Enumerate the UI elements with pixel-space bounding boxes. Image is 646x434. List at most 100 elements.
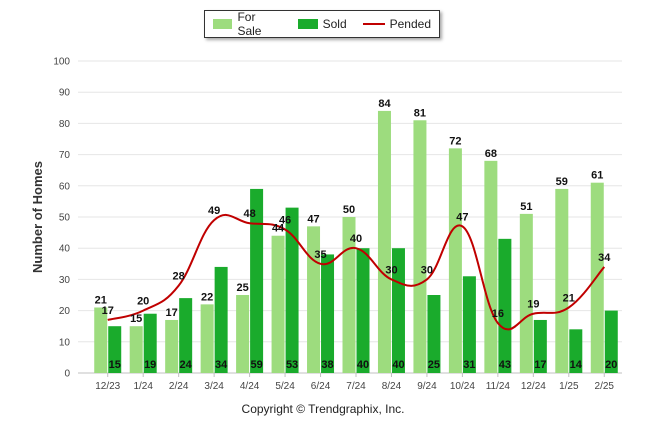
bar-sold	[391, 248, 405, 373]
x-tick-label: 12/23	[95, 381, 120, 392]
data-label-for-sale: 59	[556, 176, 568, 188]
x-tick-label: 1/24	[133, 381, 153, 392]
y-tick-label: 90	[59, 88, 71, 99]
data-label-sold: 24	[180, 359, 193, 371]
data-label-sold: 43	[499, 359, 511, 371]
data-label-sold: 17	[534, 359, 546, 371]
data-label-for-sale: 25	[236, 282, 248, 294]
data-label-pended: 21	[563, 292, 575, 304]
bar-for-sale	[448, 148, 462, 373]
bar-sold	[604, 310, 618, 373]
data-label-pended: 34	[598, 252, 611, 264]
legend-item-for-sale[interactable]: For Sale	[213, 10, 282, 38]
x-tick-label: 11/24	[486, 381, 511, 392]
x-tick-label: 1/25	[559, 381, 579, 392]
data-label-for-sale: 22	[201, 291, 213, 303]
x-tick-label: 6/24	[311, 381, 331, 392]
data-label-pended: 47	[456, 211, 468, 223]
bar-for-sale	[590, 182, 604, 373]
data-label-sold: 14	[570, 359, 583, 371]
x-tick-label: 7/24	[346, 381, 366, 392]
data-label-for-sale: 68	[485, 148, 497, 160]
data-label-pended: 17	[102, 305, 114, 317]
bar-sold	[108, 326, 122, 373]
x-tick-label: 5/24	[275, 381, 295, 392]
data-label-sold: 53	[286, 359, 298, 371]
data-label-pended: 20	[137, 296, 149, 308]
bar-sold	[285, 207, 299, 373]
bar-for-sale	[236, 295, 250, 373]
bar-for-sale	[200, 304, 214, 373]
bar-for-sale	[555, 188, 569, 373]
bar-for-sale	[165, 319, 179, 373]
bar-sold	[462, 276, 476, 373]
data-label-pended: 30	[385, 264, 397, 276]
data-label-for-sale: 72	[449, 135, 461, 147]
y-tick-label: 70	[59, 150, 71, 161]
data-label-sold: 31	[463, 359, 475, 371]
x-tick-label: 8/24	[382, 381, 402, 392]
bar-for-sale	[413, 120, 427, 373]
data-label-pended: 40	[350, 233, 362, 245]
bar-sold	[498, 238, 512, 373]
legend-swatch-sold	[297, 19, 318, 29]
data-label-pended: 49	[208, 205, 220, 217]
data-label-pended: 28	[173, 271, 185, 283]
data-label-pended: 48	[243, 208, 255, 220]
y-tick-label: 60	[59, 181, 71, 192]
bar-for-sale	[94, 307, 108, 373]
bar-sold	[250, 188, 264, 373]
copyright-footer: Copyright © Trendgraphix, Inc.	[241, 402, 405, 416]
pended-line-group	[107, 214, 606, 331]
legend-item-pended[interactable]: Pended	[362, 17, 431, 31]
bar-for-sale	[484, 160, 498, 373]
legend-label-pended: Pended	[389, 17, 431, 31]
bar-for-sale	[519, 213, 533, 373]
legend-label-for-sale: For Sale	[237, 10, 262, 38]
data-label-pended: 30	[421, 264, 433, 276]
bar-for-sale	[129, 326, 143, 373]
x-tick-label: 10/24	[450, 381, 475, 392]
data-label-sold: 25	[428, 359, 440, 371]
y-tick-label: 80	[59, 119, 71, 130]
x-tick-label: 9/24	[417, 381, 437, 392]
y-tick-label: 0	[64, 369, 70, 380]
data-label-sold: 38	[321, 359, 333, 371]
data-label-pended: 19	[527, 299, 539, 311]
data-label-for-sale: 84	[378, 98, 391, 110]
data-labels: 21 15 15 19 17 24 22 34 25 59 44 53 47 38 50 40 84 40 81 25…	[95, 98, 618, 371]
y-tick-label: 100	[53, 57, 70, 68]
bar-sold	[427, 295, 441, 373]
y-tick-label: 50	[59, 213, 71, 224]
data-label-for-sale: 51	[520, 201, 532, 213]
bar-sold	[321, 254, 335, 373]
bar-sold	[356, 248, 370, 373]
legend-swatch-for-sale	[213, 19, 233, 29]
data-label-sold: 15	[109, 359, 121, 371]
bar-for-sale	[271, 235, 285, 373]
x-tick-label: 12/24	[521, 381, 546, 392]
data-label-for-sale: 15	[130, 313, 142, 325]
data-label-sold: 59	[250, 359, 262, 371]
data-label-for-sale: 44	[272, 223, 285, 235]
bar-sold	[214, 266, 228, 373]
legend-label-sold: Sold	[322, 17, 347, 31]
bar-sold	[569, 329, 583, 373]
y-tick-label: 40	[59, 244, 71, 255]
data-label-for-sale: 17	[166, 307, 178, 319]
bar-for-sale	[377, 110, 391, 374]
x-tick-label: 3/24	[204, 381, 224, 392]
data-label-for-sale: 50	[343, 204, 355, 216]
y-tick-label: 20	[59, 306, 71, 317]
y-tick-label: 10	[59, 337, 71, 348]
legend-item-sold[interactable]: Sold	[297, 17, 347, 31]
data-label-sold: 20	[605, 359, 617, 371]
bar-sold	[143, 313, 157, 373]
x-axis-ticks: 12/23 1/24 2/24 3/24 4/24 5/24 6/24 7/24 8/24 9/2…	[95, 373, 614, 392]
y-axis-ticks: 0 10 20 30 40 50 60 70 80 90 100	[53, 57, 70, 380]
data-label-pended: 16	[492, 308, 504, 320]
data-label-pended: 46	[279, 214, 291, 226]
x-tick-label: 4/24	[240, 381, 260, 392]
legend-swatch-pended	[362, 23, 385, 25]
